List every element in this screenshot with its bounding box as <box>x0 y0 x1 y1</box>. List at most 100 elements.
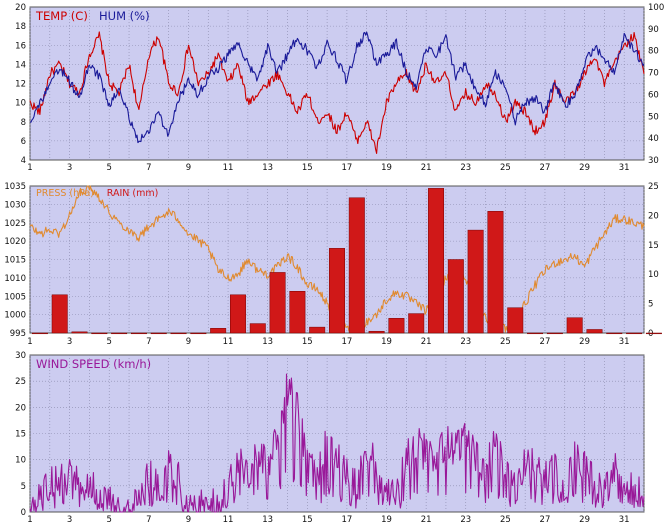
x-tick-label: 31 <box>619 163 630 173</box>
right-tick-label: 30 <box>648 156 659 166</box>
rain-bar <box>586 329 603 334</box>
x-tick-label: 23 <box>460 515 471 525</box>
x-tick-label: 5 <box>107 163 112 173</box>
rain-bar <box>566 317 583 334</box>
x-tick-label: 11 <box>223 163 234 173</box>
x-tick-label: 5 <box>107 515 112 525</box>
x-tick-label: 11 <box>223 515 234 525</box>
x-tick-label: 25 <box>500 337 511 347</box>
x-tick-label: 25 <box>500 515 511 525</box>
rain-bar <box>130 332 147 335</box>
left-tick-label: 1035 <box>4 182 26 192</box>
left-tick-label: 6 <box>21 137 26 147</box>
rain-bar <box>289 291 306 334</box>
x-tick-label: 17 <box>341 163 352 173</box>
left-tick-label: 1025 <box>4 219 26 229</box>
x-tick-label: 3 <box>67 515 72 525</box>
legend-label: PRESS (hPa) <box>36 188 94 199</box>
rain-bar <box>487 211 504 334</box>
left-tick-label: 15 <box>15 430 26 440</box>
x-tick-label: 27 <box>540 337 551 347</box>
right-tick-label: 80 <box>648 47 659 57</box>
rain-bar <box>408 313 425 334</box>
rain-bar <box>91 332 108 335</box>
left-tick-label: 1020 <box>4 237 26 247</box>
rain-bar <box>111 332 128 335</box>
wind-speed-km-h-line <box>29 373 645 513</box>
right-tick-label: 15 <box>648 241 659 251</box>
left-tick-label: 20 <box>15 3 26 13</box>
legend-label: TEMP (C) <box>35 9 88 23</box>
x-tick-label: 21 <box>421 515 432 525</box>
right-tick-label: 25 <box>648 182 659 192</box>
plot-area <box>29 6 645 161</box>
rain-bar <box>388 318 405 334</box>
x-tick-label: 5 <box>107 337 112 347</box>
left-tick-label: 1015 <box>4 256 26 266</box>
x-tick-label: 29 <box>579 515 590 525</box>
x-tick-label: 1 <box>27 515 32 525</box>
chart-panel-2: 9951000100510101015102010251030103505101… <box>4 182 662 347</box>
left-tick-label: 995 <box>10 329 26 339</box>
x-tick-label: 13 <box>262 163 273 173</box>
rain-bar <box>31 332 48 335</box>
x-tick-label: 7 <box>146 515 151 525</box>
right-tick-label: 90 <box>648 25 659 35</box>
rain-bar <box>329 248 345 334</box>
left-tick-label: 20 <box>15 403 26 413</box>
right-tick-label: 5 <box>648 300 653 310</box>
rain-bar <box>447 259 464 334</box>
right-tick-label: 50 <box>648 112 659 122</box>
x-tick-label: 23 <box>460 337 471 347</box>
x-tick-label: 9 <box>186 515 191 525</box>
left-tick-label: 25 <box>15 377 26 387</box>
left-tick-label: 1030 <box>4 200 26 210</box>
rain-bar <box>150 332 167 335</box>
x-tick-label: 3 <box>67 337 72 347</box>
right-tick-label: 60 <box>648 90 659 100</box>
rain-bar <box>71 331 88 334</box>
plot-area <box>29 354 645 513</box>
rain-bar <box>309 326 326 334</box>
rain-bar <box>190 332 207 335</box>
left-tick-label: 1005 <box>4 292 26 302</box>
x-tick-label: 13 <box>262 337 273 347</box>
right-tick-label: 70 <box>648 69 659 79</box>
x-tick-label: 27 <box>540 515 551 525</box>
left-tick-label: 10 <box>15 456 26 466</box>
x-tick-label: 15 <box>302 337 313 347</box>
rain-bar <box>348 197 365 334</box>
x-tick-label: 19 <box>381 515 392 525</box>
rain-bar <box>210 328 227 334</box>
left-tick-label: 1010 <box>4 274 26 284</box>
x-tick-label: 31 <box>619 337 630 347</box>
x-tick-label: 1 <box>27 337 32 347</box>
x-tick-label: 11 <box>223 337 234 347</box>
x-tick-label: 7 <box>146 163 151 173</box>
left-tick-label: 0 <box>21 508 26 518</box>
right-tick-label: 100 <box>648 3 664 13</box>
rain-bar <box>626 332 643 335</box>
temp-c-line <box>29 31 645 154</box>
left-tick-label: 30 <box>15 351 26 361</box>
rain-bar <box>645 332 662 335</box>
x-tick-label: 7 <box>146 337 151 347</box>
rain-bar <box>546 332 563 335</box>
x-tick-label: 1 <box>27 163 32 173</box>
left-tick-label: 8 <box>21 118 26 128</box>
left-tick-label: 10 <box>15 99 26 109</box>
x-tick-label: 9 <box>186 163 191 173</box>
rain-bar <box>368 330 385 334</box>
x-tick-label: 27 <box>540 163 551 173</box>
left-tick-label: 18 <box>15 22 26 32</box>
rain-bar <box>428 188 445 334</box>
x-tick-label: 29 <box>579 337 590 347</box>
x-tick-label: 23 <box>460 163 471 173</box>
left-tick-label: 12 <box>15 80 26 90</box>
rain-bar <box>51 294 68 334</box>
x-tick-label: 9 <box>186 337 191 347</box>
